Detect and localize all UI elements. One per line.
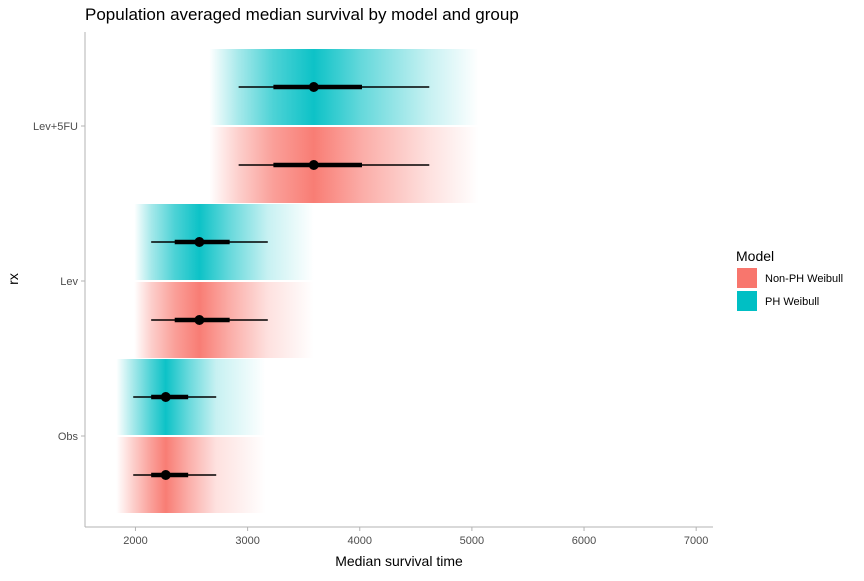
legend-title: Model [736,248,774,264]
median-point-non-ph-weibull-lev-5fu [308,160,319,170]
chart-title: Population averaged median survival by m… [85,5,519,24]
y-tick-label: Lev [60,276,78,288]
x-tick-label: 7000 [684,535,708,547]
legend-label-ph-weibull: PH Weibull [765,296,819,308]
legend: Model Non-PH Weibull PH Weibull [736,248,843,311]
legend-label-non-ph-weibull: Non-PH Weibull [765,273,843,285]
x-tick-label: 2000 [123,535,147,547]
y-tick-label: Obs [58,431,79,443]
y-axis-title: rx [5,273,21,285]
median-point-ph-weibull-lev-5fu [308,82,319,92]
median-point-non-ph-weibull-lev [194,315,205,325]
median-point-ph-weibull-lev [194,237,205,247]
y-tick-label: Lev+5FU [33,121,78,133]
x-tick-label: 5000 [460,535,484,547]
plot-area [116,49,479,513]
x-tick-label: 3000 [235,535,259,547]
x-tick-label: 4000 [348,535,372,547]
x-tick-label: 6000 [572,535,596,547]
median-point-ph-weibull-obs [160,392,171,402]
median-point-non-ph-weibull-obs [160,470,171,480]
y-axis-ticks: Obs Lev Lev+5FU [33,121,85,443]
legend-key-ph-weibull [737,291,757,311]
x-axis-ticks: 2000 3000 4000 5000 6000 7000 [123,527,708,547]
legend-key-non-ph-weibull [737,268,757,288]
x-axis-title: Median survival time [335,553,463,569]
